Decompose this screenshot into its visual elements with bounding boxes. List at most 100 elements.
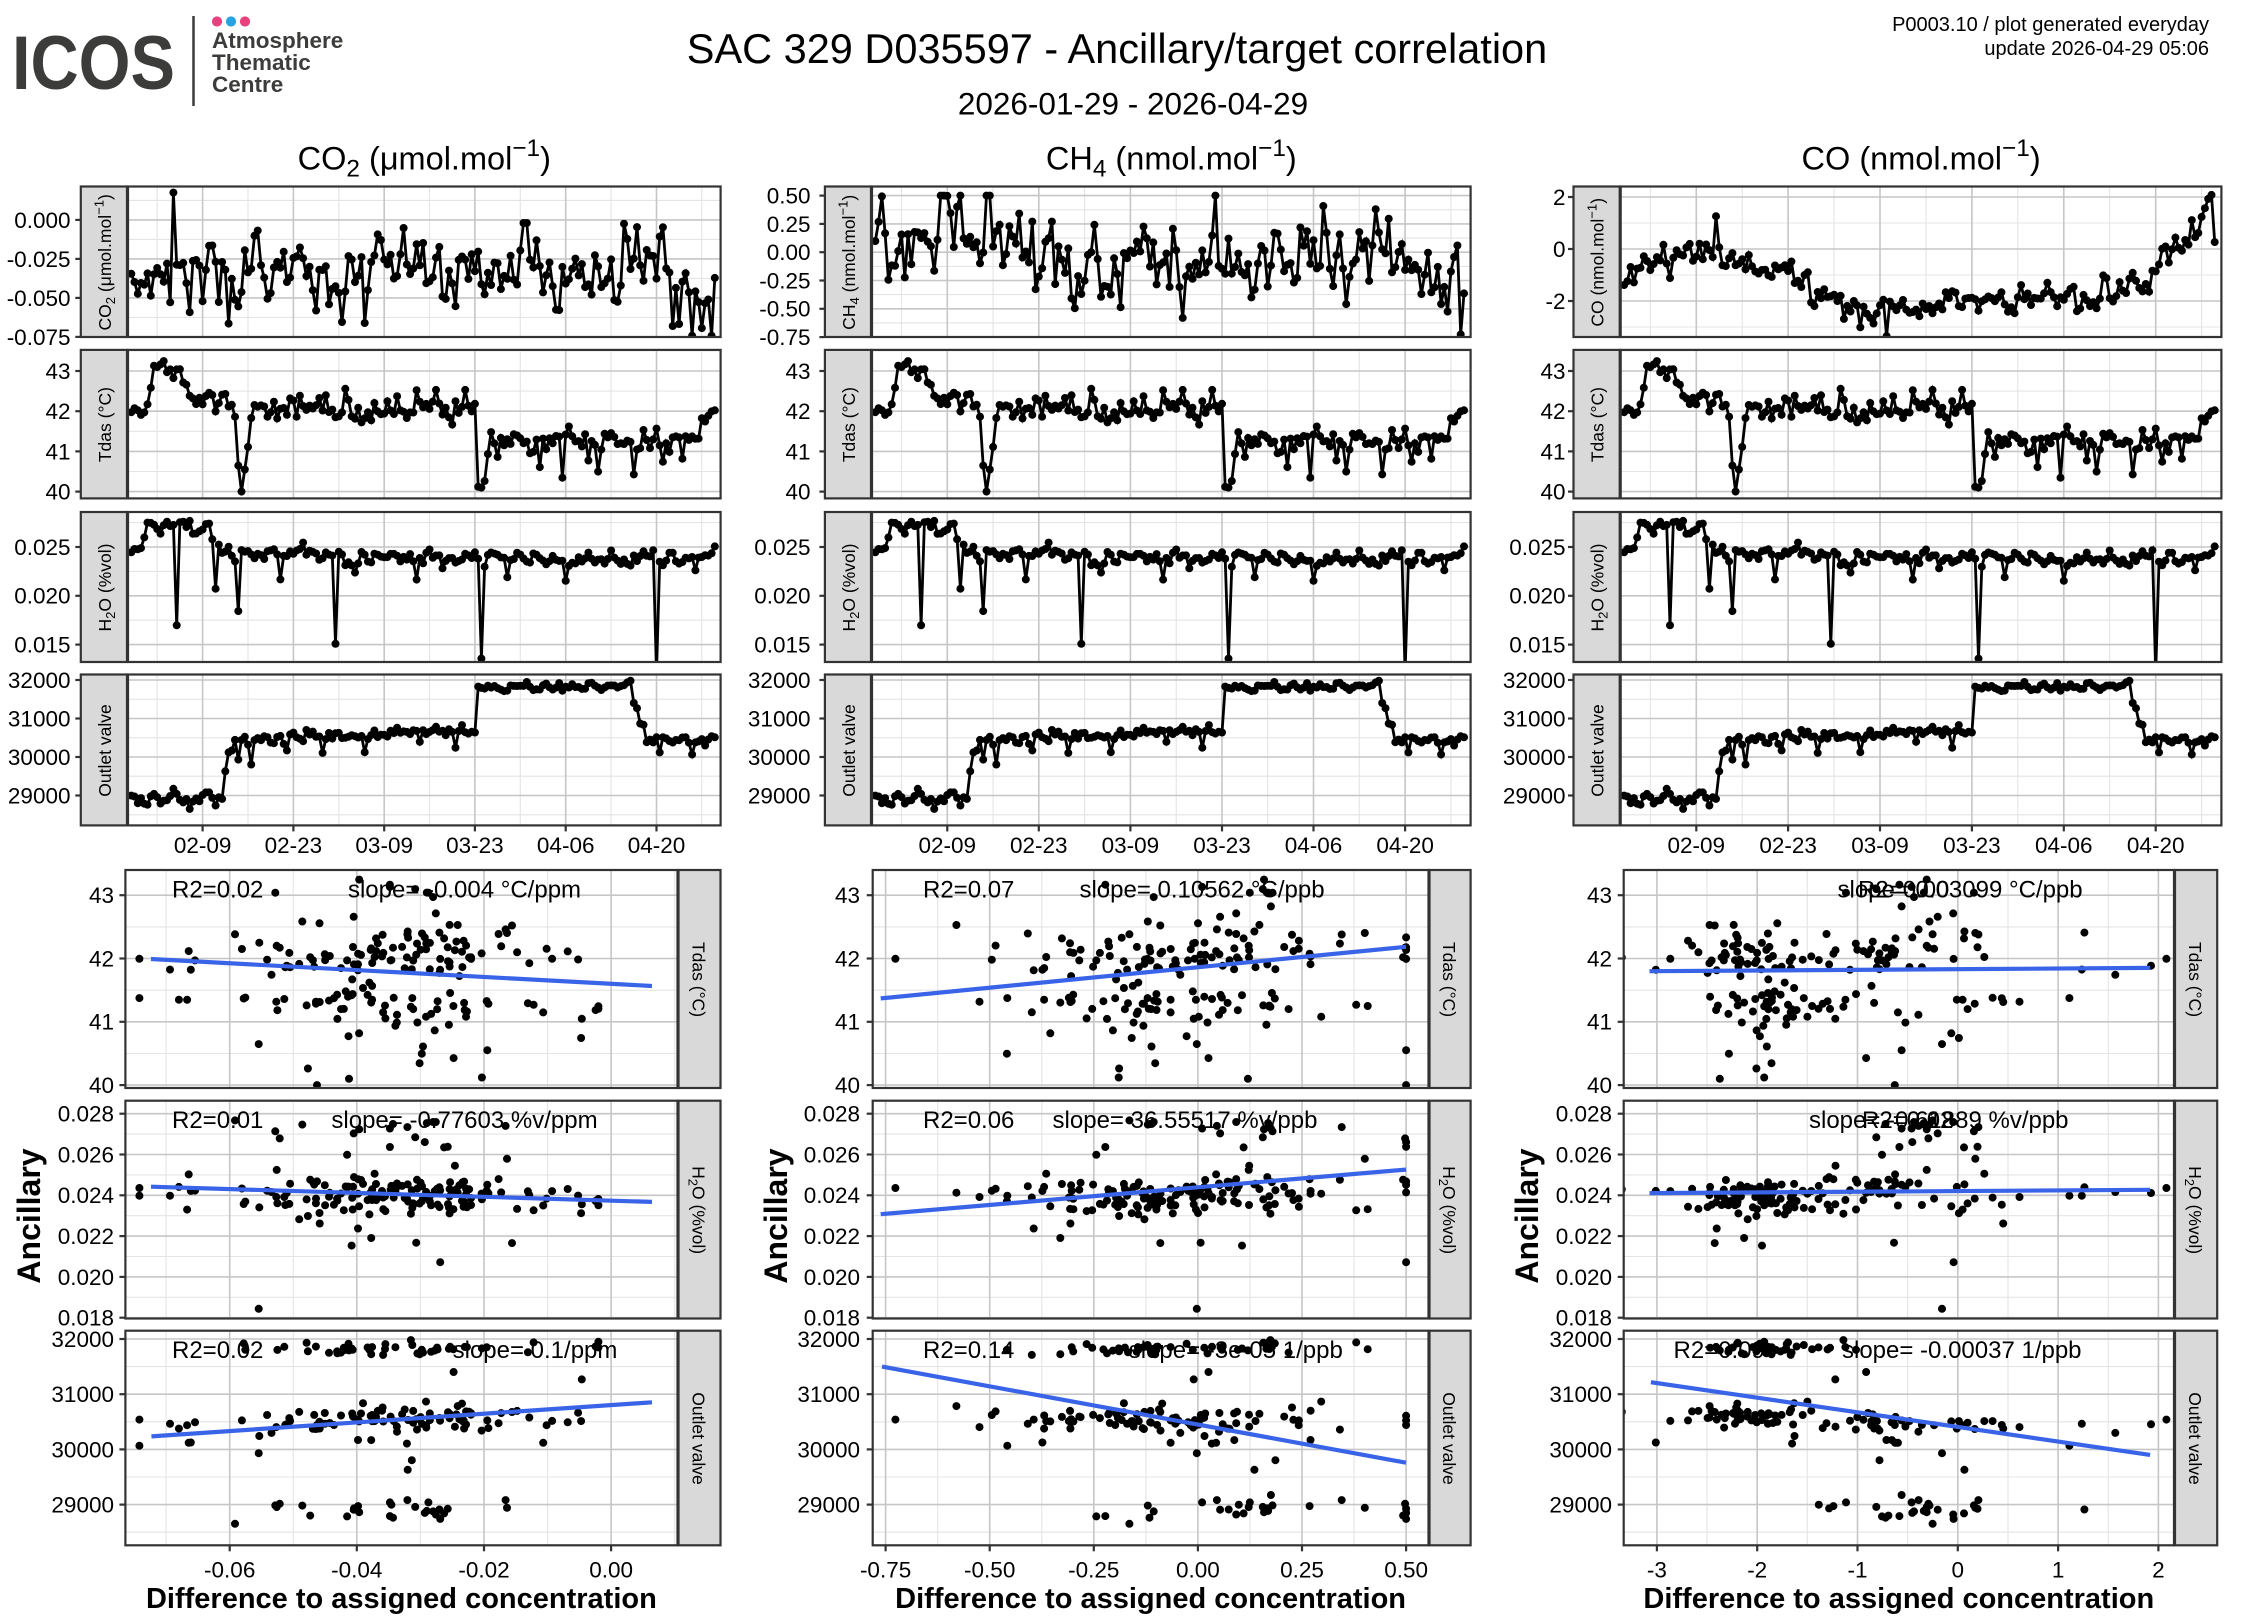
svg-text:2026-01-29 - 2026-04-29: 2026-01-29 - 2026-04-29 [958, 86, 1308, 122]
svg-text:0.015: 0.015 [14, 633, 70, 658]
svg-text:0.022: 0.022 [1556, 1224, 1612, 1249]
svg-text:1: 1 [2052, 1558, 2065, 1583]
svg-text:Centre: Centre [212, 72, 283, 97]
svg-text:-0.025: -0.025 [7, 247, 71, 272]
svg-text:43: 43 [89, 883, 114, 908]
svg-text:32000: 32000 [797, 1327, 860, 1352]
svg-text:43: 43 [1587, 883, 1612, 908]
svg-text:31000: 31000 [8, 706, 71, 731]
svg-text:04-20: 04-20 [1376, 833, 1434, 858]
svg-text:29000: 29000 [8, 783, 71, 808]
svg-text:0.00: 0.00 [589, 1558, 633, 1583]
svg-text:42: 42 [45, 399, 70, 424]
svg-text:0: 0 [1553, 237, 1566, 262]
svg-text:0.025: 0.025 [1509, 535, 1565, 560]
svg-text:42: 42 [785, 399, 810, 424]
svg-text:Tdas (°C): Tdas (°C) [95, 387, 115, 462]
svg-text:03-23: 03-23 [1943, 833, 2001, 858]
svg-text:41: 41 [835, 1010, 860, 1035]
svg-text:0.020: 0.020 [804, 1265, 860, 1290]
svg-text:0.022: 0.022 [804, 1224, 860, 1249]
svg-text:30000: 30000 [1549, 1437, 1612, 1462]
svg-text:30000: 30000 [1503, 745, 1566, 770]
svg-text:02-23: 02-23 [265, 833, 323, 858]
svg-text:Tdas (°C): Tdas (°C) [1439, 942, 1459, 1017]
svg-text:29000: 29000 [797, 1493, 860, 1518]
svg-text:Atmosphere: Atmosphere [212, 28, 343, 53]
svg-text:Tdas (°C): Tdas (°C) [2185, 942, 2205, 1017]
svg-text:CO2 (μmol.mol−1): CO2 (μmol.mol−1) [92, 194, 118, 330]
svg-text:43: 43 [785, 359, 810, 384]
svg-text:CH4 (nmol.mol−1): CH4 (nmol.mol−1) [836, 195, 862, 330]
svg-text:0.026: 0.026 [1556, 1142, 1612, 1167]
svg-text:31000: 31000 [51, 1382, 114, 1407]
svg-text:H2O (%vol): H2O (%vol) [2182, 1166, 2205, 1254]
svg-text:40: 40 [785, 480, 810, 505]
svg-text:0.024: 0.024 [804, 1183, 860, 1208]
svg-text:0.028: 0.028 [58, 1102, 114, 1127]
svg-text:R2=0.01: R2=0.01 [172, 1107, 263, 1134]
svg-text:CO (nmol.mol−1): CO (nmol.mol−1) [1584, 198, 1607, 327]
svg-text:03-09: 03-09 [1102, 833, 1160, 858]
svg-text:-2: -2 [1747, 1558, 1767, 1583]
svg-text:H2O (%vol): H2O (%vol) [686, 1166, 709, 1254]
svg-text:CO2 (μmol.mol−1): CO2 (μmol.mol−1) [298, 135, 551, 183]
svg-text:31000: 31000 [748, 706, 811, 731]
svg-text:30000: 30000 [797, 1437, 860, 1462]
svg-text:-0.75: -0.75 [759, 325, 810, 350]
svg-text:41: 41 [785, 439, 810, 464]
svg-text:03-23: 03-23 [1193, 833, 1251, 858]
svg-text:42: 42 [89, 946, 114, 971]
svg-text:Outlet valve: Outlet valve [2185, 1392, 2205, 1484]
svg-text:CH4 (nmol.mol−1): CH4 (nmol.mol−1) [1046, 135, 1297, 183]
svg-text:0.020: 0.020 [14, 584, 70, 609]
svg-text:0.024: 0.024 [1556, 1183, 1612, 1208]
svg-text:slope= -0.00037 1/ppb: slope= -0.00037 1/ppb [1842, 1337, 2082, 1364]
svg-text:H2O (%vol): H2O (%vol) [95, 544, 118, 632]
svg-text:0.015: 0.015 [1509, 633, 1565, 658]
svg-text:0.020: 0.020 [754, 584, 810, 609]
svg-text:31000: 31000 [1503, 706, 1566, 731]
svg-text:43: 43 [1540, 359, 1565, 384]
svg-text:ICOS: ICOS [12, 21, 175, 106]
svg-text:04-20: 04-20 [2127, 833, 2185, 858]
svg-text:0.024: 0.024 [58, 1183, 114, 1208]
svg-text:02-23: 02-23 [1010, 833, 1068, 858]
svg-text:30000: 30000 [51, 1437, 114, 1462]
svg-text:Difference to assigned concent: Difference to assigned concentration [146, 1583, 657, 1615]
svg-text:41: 41 [1540, 439, 1565, 464]
svg-text:40: 40 [1540, 480, 1565, 505]
svg-text:42: 42 [1587, 946, 1612, 971]
svg-text:slope= -0.77603 %v/ppm: slope= -0.77603 %v/ppm [331, 1107, 597, 1134]
svg-text:40: 40 [45, 480, 70, 505]
svg-text:Outlet valve: Outlet valve [839, 704, 859, 796]
svg-text:R2=0.02: R2=0.02 [172, 877, 263, 904]
svg-text:-1: -1 [1847, 1558, 1867, 1583]
svg-text:Ancillary: Ancillary [1509, 1148, 1545, 1283]
svg-text:-0.06: -0.06 [204, 1558, 255, 1583]
svg-text:04-06: 04-06 [1285, 833, 1343, 858]
svg-text:Difference to assigned concent: Difference to assigned concentration [895, 1583, 1406, 1615]
svg-text:0.026: 0.026 [58, 1142, 114, 1167]
svg-text:-0.50: -0.50 [759, 297, 810, 322]
svg-text:04-06: 04-06 [537, 833, 595, 858]
svg-text:R2=0.00: R2=0.00 [1858, 877, 1949, 904]
svg-text:0.50: 0.50 [1384, 1558, 1428, 1583]
svg-text:-0.04: -0.04 [331, 1558, 382, 1583]
svg-text:2: 2 [1553, 185, 1566, 210]
svg-text:Difference to assigned concent: Difference to assigned concentration [1643, 1583, 2154, 1615]
svg-text:R2=0.02: R2=0.02 [172, 1337, 263, 1364]
svg-text:slope= 36.55517 %v/ppb: slope= 36.55517 %v/ppb [1053, 1107, 1318, 1134]
svg-text:32000: 32000 [8, 668, 71, 693]
svg-text:29000: 29000 [1503, 783, 1566, 808]
svg-text:0.028: 0.028 [1556, 1102, 1612, 1127]
svg-text:03-09: 03-09 [355, 833, 413, 858]
svg-text:0.018: 0.018 [58, 1306, 114, 1331]
svg-text:Outlet valve: Outlet valve [1588, 704, 1608, 796]
svg-text:0.020: 0.020 [1509, 584, 1565, 609]
svg-text:Outlet valve: Outlet valve [689, 1392, 709, 1484]
svg-text:-0.02: -0.02 [458, 1558, 509, 1583]
svg-text:Outlet valve: Outlet valve [95, 704, 115, 796]
svg-text:R2=0.07: R2=0.07 [923, 877, 1014, 904]
svg-text:0.022: 0.022 [58, 1224, 114, 1249]
